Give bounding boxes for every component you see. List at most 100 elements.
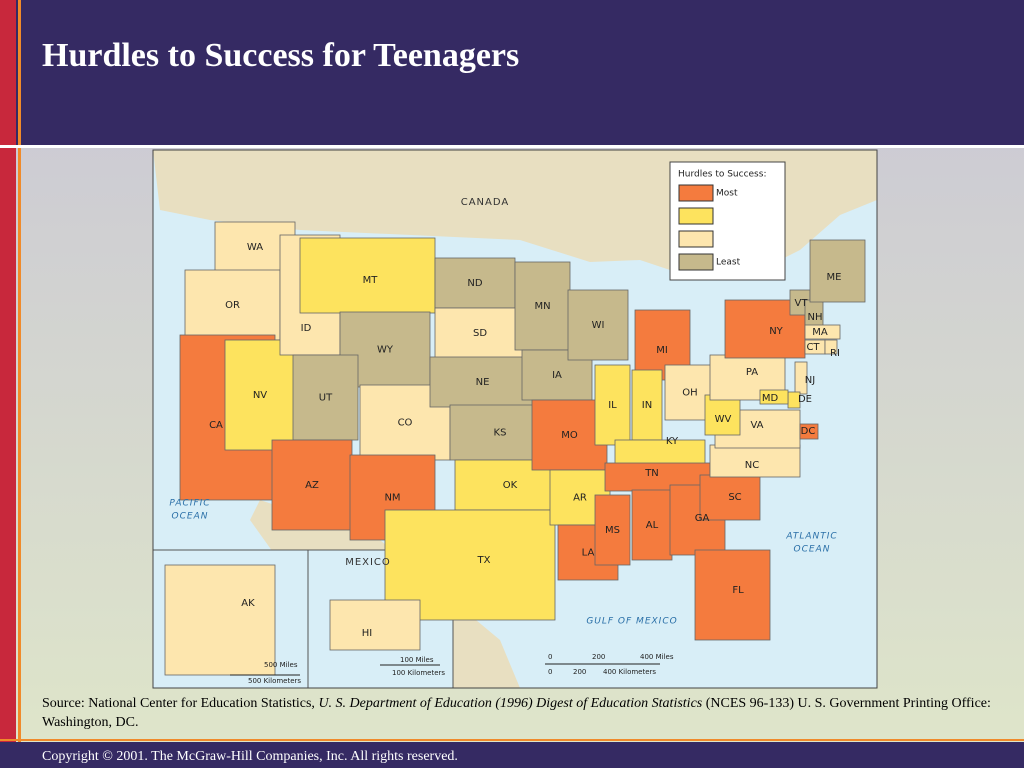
state bbox=[709, 444, 801, 478]
state-label: WV bbox=[715, 414, 732, 425]
state bbox=[694, 549, 771, 641]
footer-rule bbox=[0, 739, 1024, 741]
state-label: IN bbox=[642, 400, 652, 411]
scale-label: 200 bbox=[573, 668, 586, 676]
state-label: MN bbox=[534, 301, 550, 312]
state-label: NY bbox=[769, 326, 783, 337]
place-label: OCEAN bbox=[794, 545, 831, 555]
source-note: Source: National Center for Education St… bbox=[42, 694, 1012, 732]
state-label: NM bbox=[384, 493, 400, 504]
state-label: TN bbox=[644, 468, 659, 479]
state-label: WA bbox=[247, 242, 263, 253]
title-rule bbox=[0, 145, 1024, 148]
state bbox=[704, 394, 741, 436]
footer-bar bbox=[0, 742, 1024, 768]
state-label: FL bbox=[732, 585, 744, 596]
place-label: CANADA bbox=[461, 197, 510, 208]
legend-swatch bbox=[678, 253, 714, 271]
state bbox=[329, 599, 421, 651]
legend-swatch bbox=[678, 184, 714, 202]
state-label: UT bbox=[319, 393, 333, 404]
place-label: MEXICO bbox=[345, 557, 391, 568]
state-label: VT bbox=[795, 298, 809, 309]
scale-label: 100 Kilometers bbox=[392, 669, 445, 677]
state-label: MA bbox=[812, 327, 828, 338]
state-label: AK bbox=[241, 598, 255, 609]
state bbox=[429, 356, 536, 408]
state-label: HI bbox=[362, 628, 372, 639]
state-label: WY bbox=[377, 345, 394, 356]
legend-label: Least bbox=[716, 258, 741, 268]
place-label: ATLANTIC bbox=[785, 532, 837, 542]
state bbox=[631, 369, 663, 441]
scale-label: 500 Miles bbox=[264, 661, 298, 669]
state-label: CA bbox=[209, 420, 223, 431]
state bbox=[759, 389, 789, 405]
state-label: PA bbox=[746, 367, 758, 378]
state bbox=[434, 307, 526, 359]
copyright: Copyright © 2001. The McGraw-Hill Compan… bbox=[42, 749, 458, 764]
state bbox=[224, 339, 296, 451]
state-label: MT bbox=[363, 275, 379, 286]
state-label: NH bbox=[808, 312, 823, 323]
legend: Hurdles to Success: Most Least bbox=[669, 161, 786, 281]
state-label: MO bbox=[561, 430, 578, 441]
title-bar bbox=[0, 0, 1024, 145]
state-label: IL bbox=[608, 400, 617, 411]
state bbox=[594, 494, 631, 566]
state-label: AZ bbox=[305, 480, 319, 491]
state-label: MD bbox=[762, 393, 779, 404]
state-label: NE bbox=[476, 377, 490, 388]
place-label: GULF OF MEXICO bbox=[586, 617, 677, 627]
state-label: MI bbox=[656, 345, 668, 356]
state bbox=[824, 339, 838, 355]
state-label: OR bbox=[225, 300, 240, 311]
state-label: LA bbox=[582, 548, 595, 559]
state-label: ID bbox=[301, 323, 312, 334]
state bbox=[594, 364, 631, 446]
scale-label: 0 bbox=[548, 653, 552, 661]
state-label: WI bbox=[592, 320, 605, 331]
state bbox=[614, 439, 706, 466]
state-label: IA bbox=[552, 370, 562, 381]
legend-title: Hurdles to Success: bbox=[678, 170, 766, 180]
state-label: RI bbox=[830, 348, 840, 359]
place-label: OCEAN bbox=[172, 512, 209, 522]
state-label: VA bbox=[750, 420, 763, 431]
state bbox=[804, 324, 841, 340]
legend-label: Most bbox=[716, 189, 738, 199]
scale-label: 500 Kilometers bbox=[248, 677, 301, 685]
state bbox=[434, 257, 516, 309]
state-label: MS bbox=[605, 525, 620, 536]
state bbox=[799, 423, 819, 440]
state-label: NV bbox=[253, 390, 267, 401]
slide-title: Hurdles to Success for Teenagers bbox=[42, 37, 519, 74]
source-suffix: (NCES 96-133) U. S. Government Printing … bbox=[42, 696, 991, 730]
state-label: GA bbox=[695, 513, 710, 524]
left-accent bbox=[18, 0, 21, 768]
state-label: SC bbox=[728, 492, 741, 503]
state-label: SD bbox=[473, 328, 487, 339]
state-label: OK bbox=[503, 480, 518, 491]
state-label: NJ bbox=[805, 375, 815, 386]
scale-label: 0 bbox=[548, 668, 552, 676]
left-stripe bbox=[0, 0, 16, 768]
state-label: KY bbox=[666, 436, 679, 447]
state-label: OH bbox=[682, 388, 697, 399]
state-label: KS bbox=[494, 428, 507, 439]
source-title: U. S. Department of Education (1996) Dig… bbox=[318, 696, 703, 711]
state-label: AR bbox=[573, 493, 587, 504]
state bbox=[514, 261, 571, 351]
place-label: PACIFIC bbox=[169, 499, 210, 509]
state bbox=[164, 564, 276, 676]
state bbox=[794, 361, 808, 395]
state bbox=[699, 474, 761, 521]
state-label: NC bbox=[745, 460, 759, 471]
state-label: CO bbox=[398, 418, 413, 429]
scale-label: 400 Kilometers bbox=[603, 668, 656, 676]
scale-label: 400 Miles bbox=[640, 653, 674, 661]
legend-swatch bbox=[678, 207, 714, 225]
source-prefix: Source: National Center for Education St… bbox=[42, 696, 319, 711]
